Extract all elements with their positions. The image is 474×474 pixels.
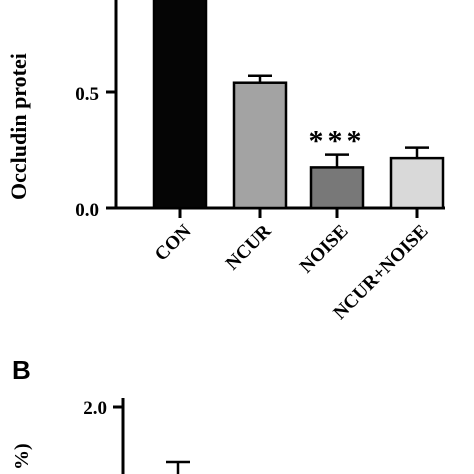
bars: *** xyxy=(152,0,445,218)
y-axis-label: Occludin protei xyxy=(6,53,31,200)
panel-b-chart: B 2.0 %) xyxy=(11,355,190,474)
y-tick-label-0-5: 0.5 xyxy=(75,84,99,105)
significance-marker: *** xyxy=(309,125,366,158)
bar-ncur xyxy=(232,81,288,210)
bar-noise xyxy=(309,166,365,210)
bar-con xyxy=(152,0,208,210)
x-tick-label-1: NCUR xyxy=(222,220,276,274)
x-tick-label-2: NOISE xyxy=(296,221,353,278)
y-tick-label-0-0: 0.0 xyxy=(75,200,99,221)
panel-b-y-tick-label-2-0: 2.0 xyxy=(83,398,107,419)
x-tick-label-0: CON xyxy=(151,220,196,265)
panel-b-y-axis-label: %) xyxy=(11,443,33,470)
bar-ncur-noise xyxy=(389,156,445,210)
panel-a-chart: Occludin protei 0.5 0.0 *** CON NCUR NOISE… xyxy=(6,0,445,324)
panel-label-b: B xyxy=(12,355,31,385)
